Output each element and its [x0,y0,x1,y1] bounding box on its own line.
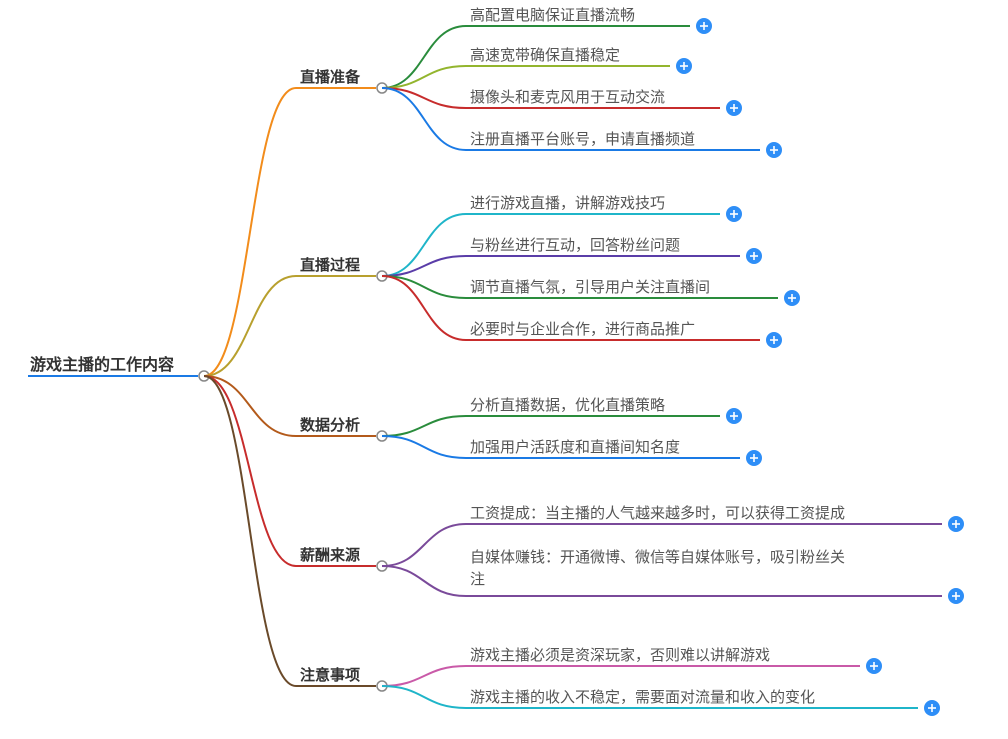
leaf-process-0-label: 进行游戏直播，讲解游戏技巧 [470,195,665,212]
connector-analysis-0 [382,416,466,436]
leaf-process-3-label: 必要时与企业合作，进行商品推广 [470,320,695,338]
connector-analysis-1 [382,436,466,458]
connector-note-1 [382,686,466,708]
leaf-salary-0-label: 工资提成：当主播的人气越来越多时，可以获得工资提成 [470,505,845,522]
root-node: 游戏主播的工作内容 [28,355,209,381]
leaf-prep-1: 高速宽带确保直播稳定 [466,47,692,74]
expand-icon[interactable] [924,700,940,716]
connector-prep-0 [382,26,466,88]
leaf-analysis-1: 加强用户活跃度和直播间知名度 [466,439,762,466]
leaf-analysis-0: 分析直播数据，优化直播策略 [466,397,742,424]
leaf-process-1: 与粉丝进行互动，回答粉丝问题 [466,237,762,264]
expand-icon[interactable] [746,248,762,264]
leaf-note-1-label: 游戏主播的收入不稳定，需要面对流量和收入的变化 [470,689,815,706]
branch-note: 注意事项 游戏主播必须是资深玩家，否则难以讲解游戏 游戏主播的收入不稳定，需要面… [296,647,940,716]
expand-icon[interactable] [766,332,782,348]
branch-note-label: 注意事项 [300,666,360,684]
leaf-prep-2: 摄像头和麦克风用于互动交流 [466,88,742,116]
leaf-prep-0-label: 高配置电脑保证直播流畅 [470,7,635,24]
root-label: 游戏主播的工作内容 [30,355,174,374]
leaf-analysis-1-label: 加强用户活跃度和直播间知名度 [470,439,680,456]
branch-salary: 薪酬来源 工资提成：当主播的人气越来越多时，可以获得工资提成 自媒体赚钱：开通微… [296,505,964,604]
branch-prep: 直播准备 高配置电脑保证直播流畅 高速宽带确保直播稳定 摄 [296,7,782,158]
leaf-analysis-0-label: 分析直播数据，优化直播策略 [470,397,665,414]
branch-process-label: 直播过程 [300,256,360,274]
leaf-salary-0: 工资提成：当主播的人气越来越多时，可以获得工资提成 [466,505,964,532]
branch-prep-label: 直播准备 [300,68,361,86]
expand-icon[interactable] [766,142,782,158]
branch-process: 直播过程 进行游戏直播，讲解游戏技巧 与粉丝进行互动，回答粉丝问题 [296,195,800,348]
connector-root-analysis [204,376,296,436]
leaf-process-3: 必要时与企业合作，进行商品推广 [466,320,782,348]
leaf-prep-3: 注册直播平台账号，申请直播频道 [466,131,782,158]
leaf-process-2-label: 调节直播气氛，引导用户关注直播间 [470,279,710,296]
connector-salary-0 [382,524,466,566]
leaf-prep-2-label: 摄像头和麦克风用于互动交流 [470,88,665,106]
leaf-process-0: 进行游戏直播，讲解游戏技巧 [466,195,742,222]
leaf-note-1: 游戏主播的收入不稳定，需要面对流量和收入的变化 [466,689,940,716]
expand-icon[interactable] [726,100,742,116]
leaf-prep-1-label: 高速宽带确保直播稳定 [470,47,620,64]
leaf-note-0-label: 游戏主播必须是资深玩家，否则难以讲解游戏 [470,647,770,664]
connector-root-process [204,276,296,376]
expand-icon[interactable] [746,450,762,466]
connector-root-note [204,376,296,686]
connector-note-0 [382,666,466,686]
branch-salary-label: 薪酬来源 [300,546,360,564]
expand-icon[interactable] [726,206,742,222]
connector-prep-1 [382,66,466,88]
leaf-prep-3-label: 注册直播平台账号，申请直播频道 [470,131,695,148]
leaf-prep-0: 高配置电脑保证直播流畅 [466,7,712,34]
leaf-salary-1-label2: 注 [470,571,485,588]
mindmap-canvas: 游戏主播的工作内容 直播准备 高配置电脑保证直播流畅 高速宽带确保直播稳定 [0,0,1008,739]
branch-analysis-label: 数据分析 [300,416,360,434]
expand-icon[interactable] [948,516,964,532]
expand-icon[interactable] [696,18,712,34]
expand-icon[interactable] [676,58,692,74]
leaf-salary-1-label: 自媒体赚钱：开通微博、微信等自媒体账号，吸引粉丝关 [470,548,845,566]
connector-root-prep [204,88,296,376]
leaf-process-2: 调节直播气氛，引导用户关注直播间 [466,279,800,306]
leaf-salary-1: 自媒体赚钱：开通微博、微信等自媒体账号，吸引粉丝关 注 [466,548,964,604]
expand-icon[interactable] [726,408,742,424]
leaf-note-0: 游戏主播必须是资深玩家，否则难以讲解游戏 [466,647,882,674]
expand-icon[interactable] [866,658,882,674]
connector-process-3 [382,276,466,340]
expand-icon[interactable] [784,290,800,306]
connector-salary-1 [382,566,466,596]
leaf-process-1-label: 与粉丝进行互动，回答粉丝问题 [470,237,680,254]
branch-analysis: 数据分析 分析直播数据，优化直播策略 加强用户活跃度和直播间知名度 [296,397,762,466]
expand-icon[interactable] [948,588,964,604]
